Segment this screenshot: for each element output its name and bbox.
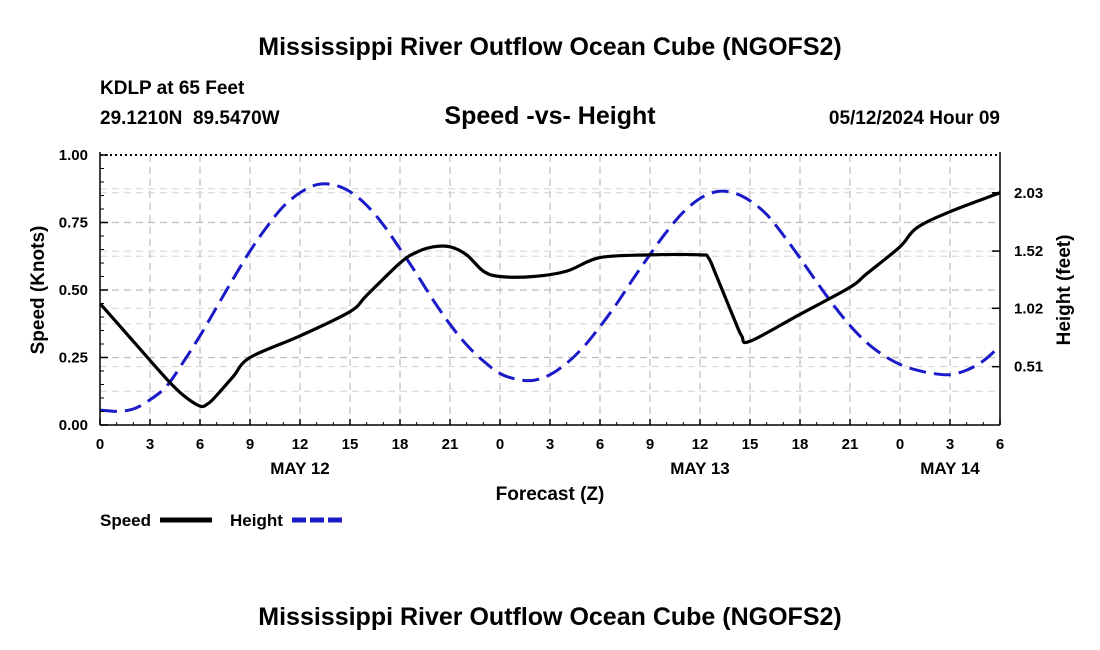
x-tick-label: 12 xyxy=(692,436,709,453)
x-tick-label: 6 xyxy=(596,436,604,453)
y-left-tick-label: 0.00 xyxy=(59,417,88,434)
y-left-tick-label: 0.75 xyxy=(59,215,88,232)
series-line-height xyxy=(100,182,1000,413)
tick-layer: 0 3 6 9 12 15 18 21 0 3 6 9 12 15 18 21 0 3 6 MAY 12 MAY 13 M… xyxy=(59,147,1043,478)
x-date-label: MAY 13 xyxy=(670,459,730,478)
x-tick-label: 3 xyxy=(146,436,154,453)
x-tick-label: 3 xyxy=(946,436,954,453)
footer-title: Mississippi River Outflow Ocean Cube (NG… xyxy=(258,603,841,631)
x-tick-label: 0 xyxy=(96,436,104,453)
x-tick-label: 18 xyxy=(792,436,809,453)
x-tick-label: 6 xyxy=(196,436,204,453)
series-layer xyxy=(100,182,1000,413)
coordinates-label: 29.1210N 89.5470W xyxy=(100,108,280,129)
legend: Speed Height xyxy=(100,511,344,530)
x-tick-label: 21 xyxy=(442,436,459,453)
chart-subtitle: Speed -vs- Height xyxy=(444,102,656,130)
x-tick-label: 18 xyxy=(392,436,409,453)
legend-label-height: Height xyxy=(230,511,283,530)
x-tick-label: 6 xyxy=(996,436,1004,453)
x-date-label: MAY 12 xyxy=(270,459,330,478)
chart-title: Mississippi River Outflow Ocean Cube (NG… xyxy=(258,33,841,61)
y-left-tick-label: 0.50 xyxy=(59,282,88,299)
series-line-speed xyxy=(100,191,1000,409)
x-tick-label: 15 xyxy=(342,436,359,453)
y-left-tick-label: 0.25 xyxy=(59,350,88,367)
timestamp-label: 05/12/2024 Hour 09 xyxy=(829,108,1000,129)
x-tick-label: 0 xyxy=(496,436,504,453)
x-axis-label: Forecast (Z) xyxy=(496,484,605,505)
y-axis-left-label: Speed (Knots) xyxy=(28,226,49,355)
station-label: KDLP at 65 Feet xyxy=(100,78,245,99)
y-axis-right-label: Height (feet) xyxy=(1054,235,1075,346)
y-right-tick-label: 2.03 xyxy=(1014,185,1043,202)
y-right-tick-label: 0.51 xyxy=(1014,359,1043,376)
x-tick-label: 3 xyxy=(546,436,554,453)
grid xyxy=(100,155,1000,425)
y-left-tick-label: 1.00 xyxy=(59,147,88,164)
x-tick-label: 21 xyxy=(842,436,859,453)
y-right-tick-label: 1.52 xyxy=(1014,243,1043,260)
x-tick-label: 12 xyxy=(292,436,309,453)
x-tick-label: 15 xyxy=(742,436,759,453)
x-tick-label: 0 xyxy=(896,436,904,453)
x-tick-label: 9 xyxy=(646,436,654,453)
x-date-label: MAY 14 xyxy=(920,459,980,478)
legend-label-speed: Speed xyxy=(100,511,151,530)
y-right-tick-label: 1.02 xyxy=(1014,300,1043,317)
x-tick-label: 9 xyxy=(246,436,254,453)
